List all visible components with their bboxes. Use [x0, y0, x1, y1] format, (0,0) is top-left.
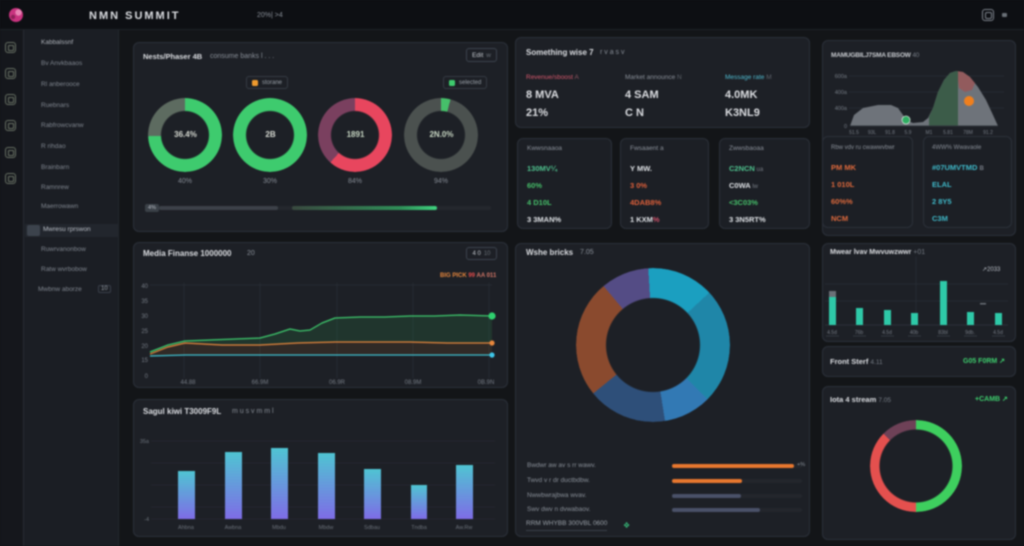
svg-text:83bl: 83bl — [938, 330, 947, 336]
svg-text:600a: 600a — [835, 74, 848, 80]
svg-text:4.5d: 4.5d — [993, 330, 1003, 336]
svg-text:40b: 40b — [910, 330, 919, 336]
svg-text:0B.9N: 0B.9N — [478, 380, 495, 386]
svg-text:0: 0 — [844, 124, 847, 130]
svg-text:78M: 78M — [963, 130, 973, 136]
svg-text:400a: 400a — [835, 90, 848, 96]
svg-text:15: 15 — [141, 358, 148, 364]
svg-text:30: 30 — [141, 314, 148, 320]
svg-text:40: 40 — [141, 284, 148, 290]
svg-text:66.9M: 66.9M — [252, 380, 269, 386]
svg-text:Ahbna: Ahbna — [178, 525, 195, 531]
svg-text:5.81: 5.81 — [943, 130, 953, 136]
svg-text:-4: -4 — [144, 517, 149, 523]
svg-text:08.9M: 08.9M — [405, 380, 422, 386]
svg-text:25: 25 — [141, 329, 148, 335]
svg-text:06.9R: 06.9R — [329, 380, 346, 386]
svg-text:0: 0 — [145, 374, 149, 380]
svg-text:5.9: 5.9 — [905, 130, 912, 136]
svg-text:91.8: 91.8 — [885, 130, 895, 136]
svg-text:400a: 400a — [835, 106, 848, 112]
svg-text:9db.: 9db. — [965, 330, 975, 336]
svg-text:Awbna: Awbna — [225, 525, 243, 531]
svg-text:35a: 35a — [140, 439, 150, 445]
svg-text:Mbdu: Mbdu — [272, 525, 286, 531]
svg-text:35: 35 — [141, 299, 148, 305]
svg-text:51.5: 51.5 — [849, 130, 859, 136]
svg-text:76b: 76b — [855, 330, 864, 336]
svg-text:4.5d: 4.5d — [827, 330, 837, 336]
svg-text:Sdbau: Sdbau — [364, 525, 380, 531]
svg-text:Aw.Rw: Aw.Rw — [456, 525, 473, 531]
svg-text:4.5d: 4.5d — [882, 330, 892, 336]
svg-text:Tndba: Tndba — [411, 525, 428, 531]
svg-text:M1: M1 — [926, 130, 933, 136]
svg-text:93L: 93L — [868, 130, 877, 136]
svg-text:20: 20 — [141, 344, 148, 350]
svg-text:91.2: 91.2 — [983, 130, 993, 136]
svg-text:Mbdw: Mbdw — [319, 525, 334, 531]
svg-text:44.88: 44.88 — [180, 380, 196, 386]
svg-text:↗2033: ↗2033 — [982, 267, 1001, 273]
